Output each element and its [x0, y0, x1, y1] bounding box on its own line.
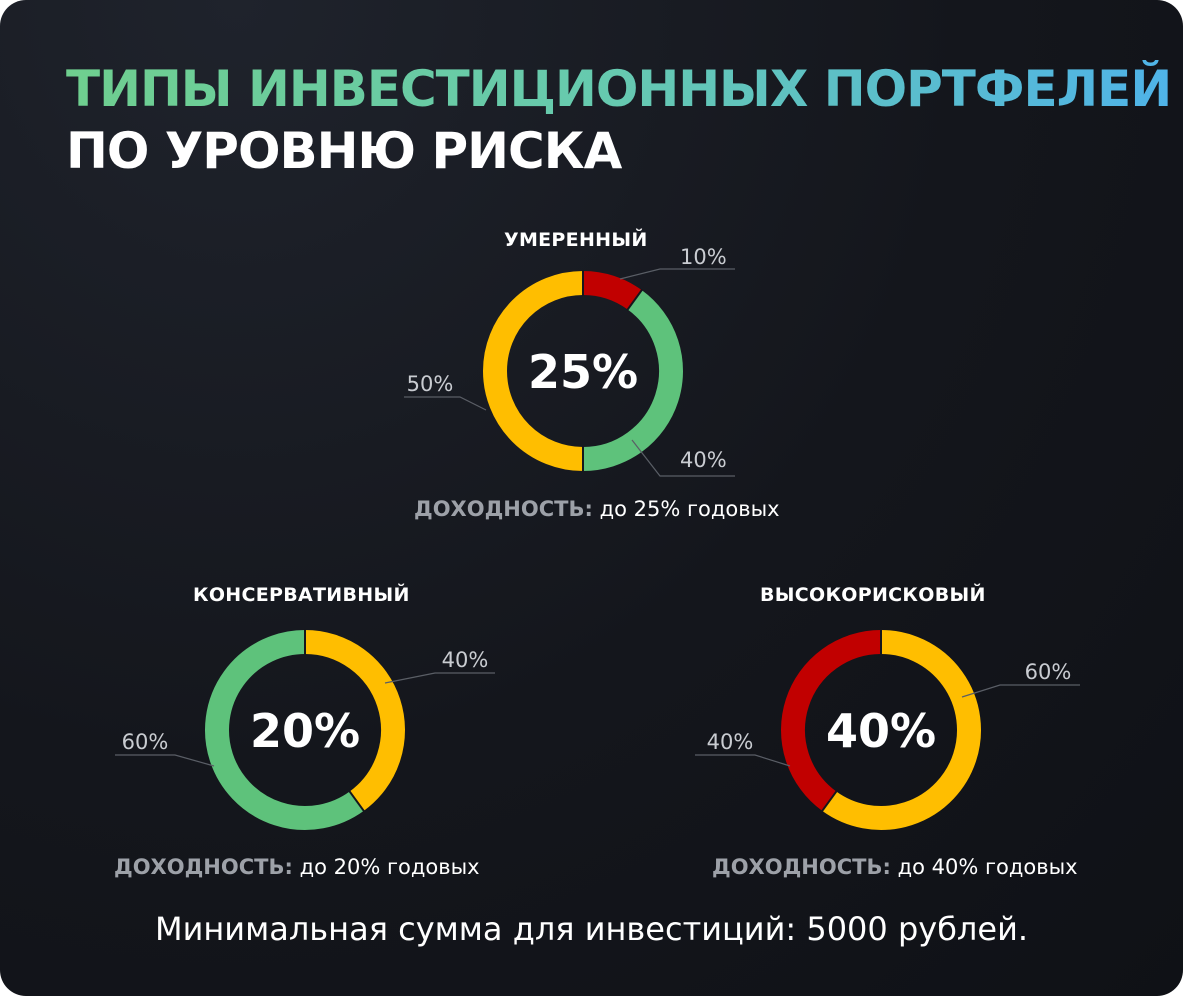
yield-high-risk: ДОХОДНОСТЬ: до 40% годовых	[712, 855, 1078, 879]
slice-label: 40%	[680, 448, 727, 472]
slice-label: 40%	[442, 648, 489, 672]
page-title: ТИПЫ ИНВЕСТИЦИОННЫХ ПОРТФЕЛЕЙ ПО УРОВНЮ …	[66, 58, 1183, 182]
slice-leader-line	[384, 672, 495, 684]
donut-slice	[781, 630, 882, 811]
slice-separator	[820, 790, 838, 813]
donut-slice	[205, 630, 364, 830]
donut-conservative: 40% 60% 20%	[115, 629, 495, 830]
slice-label: 10%	[680, 245, 727, 269]
slice-leader-line	[115, 754, 215, 767]
chart-title-moderate: УМЕРЕННЫЙ	[504, 229, 648, 251]
chart-title-high-risk: ВЫСОКОРИСКОВЫЙ	[760, 584, 986, 606]
donut-slice	[582, 290, 683, 471]
title-accent: ТИПЫ ИНВЕСТИЦИОННЫХ ПОРТФЕЛЕЙ	[66, 60, 1172, 118]
chart-title-conservative: КОНСЕРВАТИВНЫЙ	[193, 584, 410, 606]
donut-center-value: 40%	[826, 704, 936, 758]
slice-label: 40%	[707, 730, 754, 754]
slice-leader-line	[695, 754, 791, 767]
slice-leader-line	[404, 396, 487, 411]
donut-center-value: 20%	[250, 704, 360, 758]
title-rest: ПО УРОВНЮ РИСКА	[66, 122, 622, 180]
yield-conservative: ДОХОДНОСТЬ: до 20% годовых	[114, 855, 480, 879]
slice-label: 60%	[1025, 660, 1072, 684]
slice-label: 60%	[122, 730, 169, 754]
slice-separator	[348, 790, 366, 813]
donut-slice	[304, 630, 405, 811]
donut-moderate: 10% 40% 50% 25%	[404, 245, 735, 477]
yield-key: ДОХОДНОСТЬ:	[414, 497, 593, 521]
slice-separator	[626, 288, 644, 311]
slice-leader-line	[619, 268, 735, 280]
donut-slice	[822, 630, 981, 830]
slice-label: 50%	[407, 372, 454, 396]
yield-value: до 20% годовых	[299, 855, 480, 879]
yield-value: до 40% годовых	[897, 855, 1078, 879]
slice-leader-line	[961, 684, 1080, 698]
donut-slice	[582, 271, 642, 310]
donut-center-value: 25%	[528, 345, 638, 399]
donut-high-risk: 60% 40% 40%	[695, 629, 1080, 830]
yield-moderate: ДОХОДНОСТЬ: до 25% годовых	[414, 497, 780, 521]
yield-key: ДОХОДНОСТЬ:	[114, 855, 293, 879]
slice-leader-line	[631, 439, 735, 477]
yield-key: ДОХОДНОСТЬ:	[712, 855, 891, 879]
minimum-investment-note: Минимальная сумма для инвестиций: 5000 р…	[154, 910, 1029, 948]
yield-value: до 25% годовых	[599, 497, 780, 521]
donut-slice	[483, 271, 584, 471]
